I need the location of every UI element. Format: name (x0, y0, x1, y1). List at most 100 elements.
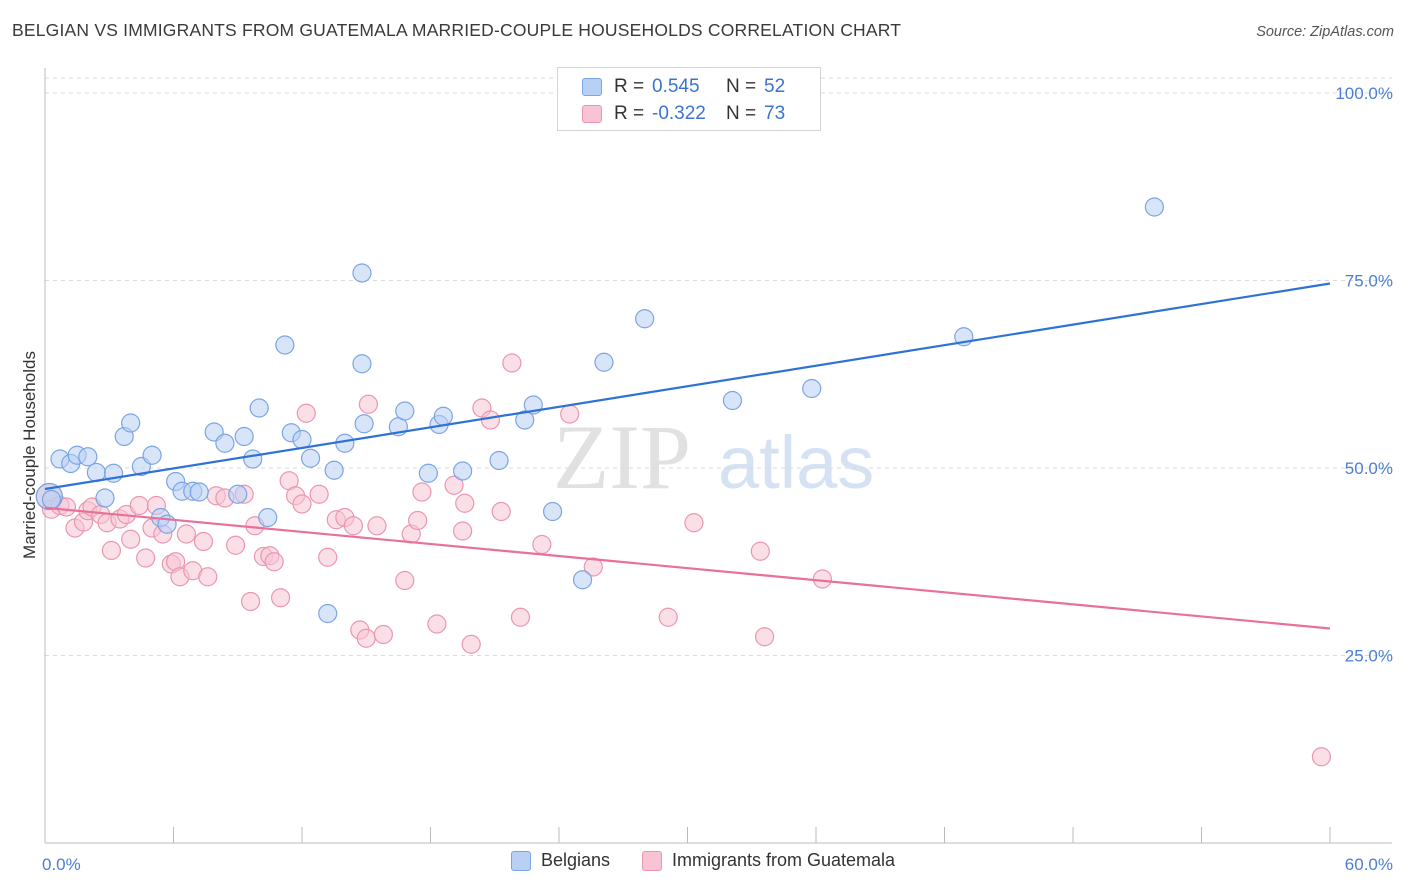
belgian-point (352, 263, 372, 283)
guatemala-point (480, 410, 501, 430)
legend-n-value-belgians: 52 (764, 76, 786, 97)
belgian-point (1144, 197, 1164, 217)
belgian-point (324, 460, 344, 480)
legend-label-belgians: Belgians (540, 850, 610, 870)
belgian-point (635, 309, 655, 329)
x-tick-labels: 0.0% 60.0% (42, 855, 1393, 874)
guatemala-point (491, 501, 511, 522)
belgian-point (228, 484, 248, 504)
belgian-point (95, 488, 115, 508)
watermark: ZIP atlas (553, 406, 874, 508)
guatemala-point (658, 607, 678, 627)
guatemala-point (373, 624, 393, 645)
axes (44, 68, 1392, 844)
legend-swatch-belgians (510, 850, 531, 871)
y-tick-label: 100.0% (1335, 84, 1393, 103)
guatemala-point (754, 627, 775, 647)
legend-item-belgians[interactable]: Belgians (510, 850, 610, 871)
guatemala-point (510, 607, 531, 627)
guatemala-point (444, 475, 464, 495)
guatemala-point (502, 353, 522, 373)
legend-row-belgians: R = 0.545 N = 52 (582, 74, 785, 100)
guatemala-point (136, 548, 156, 568)
belgian-point (594, 352, 614, 372)
belgian-point (395, 401, 415, 421)
belgian-point (515, 410, 535, 430)
belgian-point (300, 448, 321, 468)
belgian-points (35, 197, 1164, 624)
guatemala-point (198, 567, 218, 587)
guatemala-point (684, 513, 704, 533)
guatemala-point (583, 557, 603, 577)
guatemala-point (750, 541, 770, 561)
guatemala-point (343, 516, 363, 536)
belgian-point (542, 501, 563, 522)
belgian-point (41, 489, 62, 510)
legend-swatch-belgians (582, 78, 602, 96)
guatemala-point (358, 394, 378, 414)
legend-n-label: N = (726, 103, 757, 124)
belgian-point (352, 354, 372, 374)
guatemala-point (318, 547, 338, 567)
guatemala-point (427, 614, 447, 634)
watermark-zip: ZIP (553, 406, 691, 508)
legend-r-value-guatemala: -0.322 (652, 103, 706, 124)
legend-swatch-guatemala (582, 105, 602, 123)
y-tick-label: 25.0% (1345, 647, 1393, 666)
guatemala-point (292, 494, 312, 514)
belgian-point (433, 406, 453, 426)
guatemala-point (812, 569, 833, 589)
legend-label-guatemala: Immigrants from Guatemala (671, 850, 896, 870)
belgian-point (121, 413, 141, 433)
trend-line-guatemala (44, 506, 1331, 630)
trend-line-belgians (44, 282, 1331, 491)
trend-lines (44, 282, 1331, 630)
guatemala-point (461, 634, 481, 654)
guatemala-point (101, 540, 121, 561)
watermark-atlas: atlas (718, 421, 874, 504)
belgian-point (354, 414, 374, 434)
guatemala-point (309, 484, 329, 504)
belgian-point (275, 335, 295, 355)
guatemala-point (176, 524, 196, 544)
belgian-point (258, 507, 278, 528)
belgian-point (722, 390, 743, 411)
y-tick-labels: 25.0% 50.0% 75.0% 100.0% (1335, 84, 1393, 666)
belgian-point (572, 570, 593, 590)
guatemala-point (121, 529, 141, 549)
guatemala-point (296, 403, 316, 423)
guatemala-point (560, 404, 580, 424)
guatemala-point (193, 531, 214, 552)
belgian-point (453, 461, 473, 481)
legend-r-label: R = (614, 103, 645, 124)
legend-n-label: N = (726, 76, 757, 97)
guatemala-point (367, 516, 387, 536)
guatemala-point (408, 510, 428, 531)
x-tick-label: 0.0% (42, 855, 81, 874)
guatemala-point (264, 552, 284, 572)
belgian-point (215, 433, 235, 453)
legend-n-value-guatemala: 73 (764, 103, 786, 124)
x-tick-label: 60.0% (1345, 855, 1393, 874)
y-tick-label: 50.0% (1345, 459, 1393, 478)
y-tick-label: 75.0% (1345, 272, 1393, 291)
y-axis-label: Married-couple Households (20, 351, 39, 559)
guatemala-point (455, 493, 475, 513)
guatemala-points (35, 353, 1332, 767)
series-legend: Belgians Immigrants from Guatemala (0, 850, 1406, 871)
chart-title: BELGIAN VS IMMIGRANTS FROM GUATEMALA MAR… (12, 20, 902, 40)
belgian-point (243, 449, 263, 469)
belgian-point (318, 603, 338, 624)
guatemala-point (532, 534, 552, 555)
legend-r-label: R = (614, 76, 645, 97)
guatemala-point (241, 591, 261, 612)
guatemala-point (412, 482, 432, 502)
belgian-point (78, 447, 98, 467)
guatemala-point (395, 570, 415, 591)
belgian-point (189, 482, 209, 502)
correlation-legend: R = 0.545 N = 52 R = -0.322 N = 73 (557, 67, 821, 131)
belgian-point (418, 463, 438, 483)
belgian-point (234, 426, 254, 447)
legend-item-guatemala[interactable]: Immigrants from Guatemala (641, 850, 896, 871)
